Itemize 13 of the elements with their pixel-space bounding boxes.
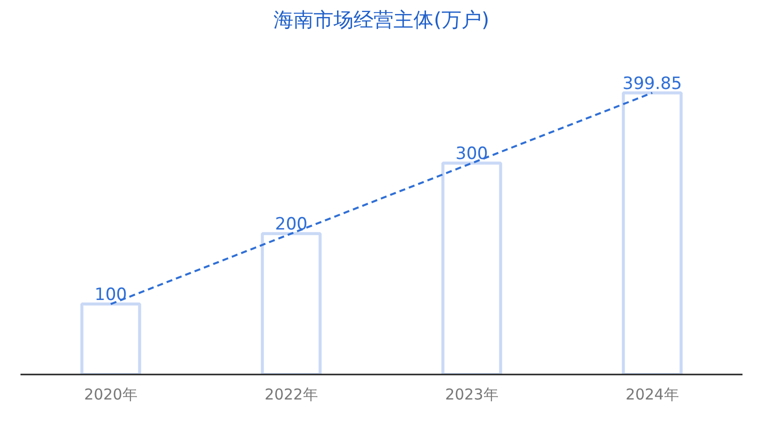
- bar: [80, 302, 142, 374]
- data-label: 200: [275, 214, 308, 235]
- data-label: 100: [94, 285, 127, 306]
- data-label: 300: [456, 144, 488, 164]
- x-tick-label: 2023年: [445, 386, 498, 404]
- x-tick-label: 2020年: [84, 386, 138, 404]
- data-label: 399.85: [622, 74, 682, 94]
- bar: [622, 91, 683, 374]
- bar: [441, 162, 502, 374]
- x-tick-label: 2022年: [264, 386, 318, 404]
- chart-title: 海南市场经营主体(万户): [274, 8, 490, 32]
- bar: [260, 232, 322, 374]
- x-tick-label: 2024年: [626, 386, 679, 404]
